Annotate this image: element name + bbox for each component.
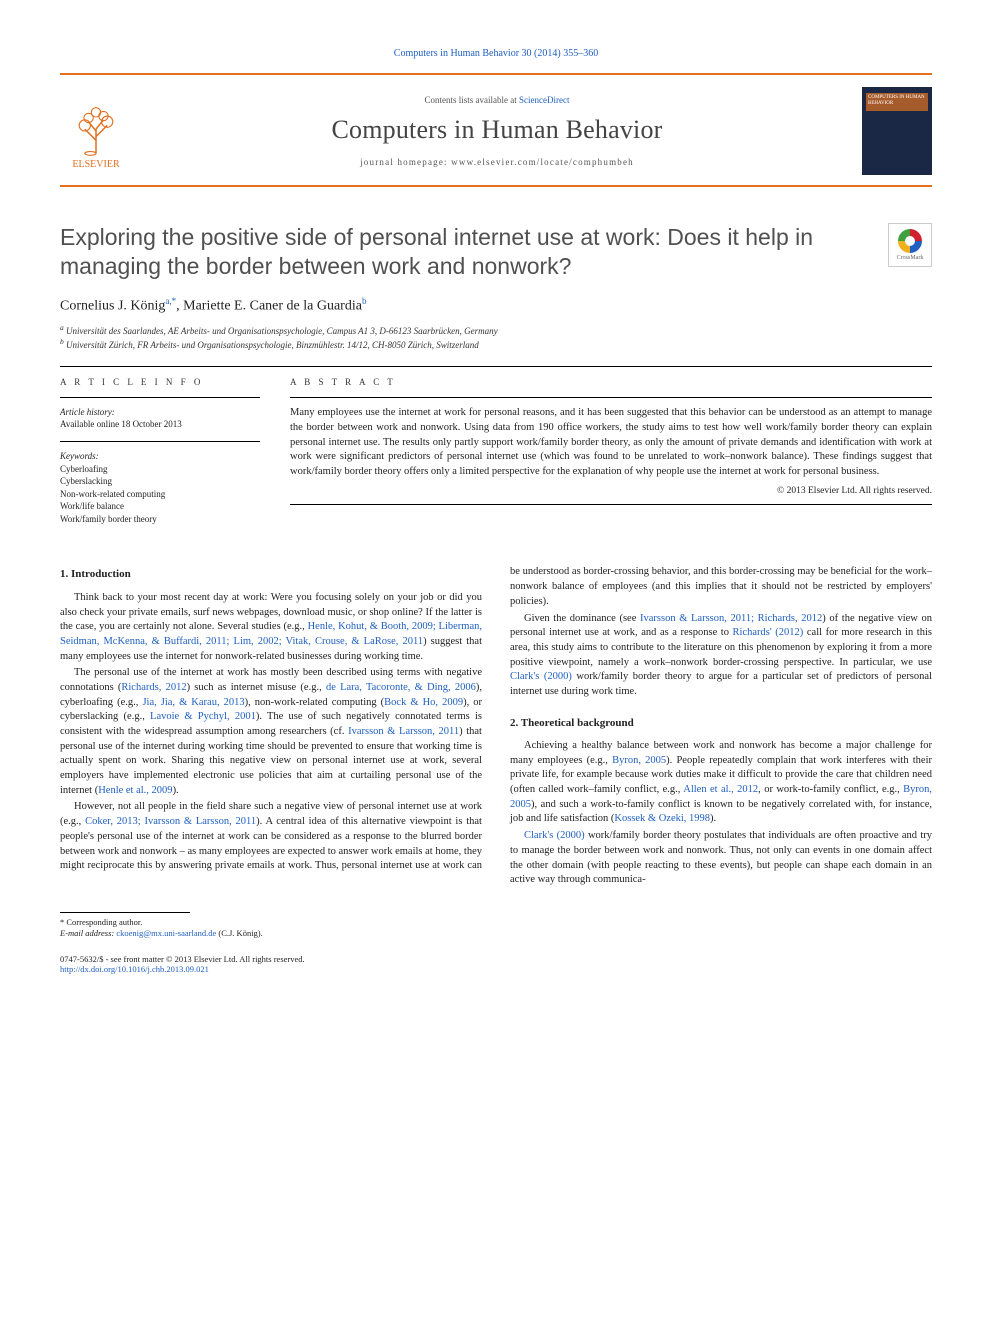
cover-text: COMPUTERS IN HUMAN BEHAVIOR — [868, 95, 932, 106]
crossmark-badge[interactable]: CrossMark — [888, 223, 932, 267]
section-2-heading: 2. Theoretical background — [510, 716, 932, 731]
email-label: E-mail address: — [60, 928, 116, 938]
affiliation-b: Universität Zürich, FR Arbeits- und Orga… — [66, 340, 479, 350]
keywords-header: Keywords: — [60, 450, 260, 463]
crossmark-label: CrossMark — [897, 255, 924, 261]
affiliation-a: Universität des Saarlandes, AE Arbeits- … — [66, 326, 498, 336]
publisher-logo: ELSEVIER — [60, 92, 132, 170]
citation-link[interactable]: Lavoie & Pychyl, 2001 — [150, 711, 256, 722]
divider — [60, 366, 932, 367]
citation-link[interactable]: Jia, Jia, & Karau, 2013 — [142, 697, 244, 708]
author-email-link[interactable]: ckoenig@mx.uni-saarland.de — [116, 928, 216, 938]
section-1-heading: 1. Introduction — [60, 567, 482, 582]
divider — [290, 504, 932, 505]
divider — [60, 397, 260, 398]
article-history: Article history: Available online 18 Oct… — [60, 406, 260, 431]
publisher-name: ELSEVIER — [72, 159, 119, 170]
divider — [290, 397, 932, 398]
author-1[interactable]: Cornelius J. König — [60, 299, 165, 314]
article-body: 1. Introduction Think back to your most … — [60, 565, 932, 887]
issn-copyright: 0747-5632/$ - see front matter © 2013 El… — [60, 954, 305, 964]
author-2[interactable]: Mariette E. Caner de la Guardia — [183, 299, 362, 314]
author-2-sup: b — [362, 296, 367, 306]
citation-link[interactable]: Byron, 2005 — [612, 755, 666, 766]
journal-homepage[interactable]: journal homepage: www.elsevier.com/locat… — [148, 157, 846, 167]
article-info-label: A R T I C L E I N F O — [60, 377, 260, 387]
abstract-label: A B S T R A C T — [290, 377, 932, 387]
keyword: Work/family border theory — [60, 513, 260, 526]
citation-link[interactable]: Richards' (2012) — [733, 627, 804, 638]
page-footer: 0747-5632/$ - see front matter © 2013 El… — [60, 954, 932, 974]
footnote-divider — [60, 912, 190, 913]
history-date: Available online 18 October 2013 — [60, 418, 260, 431]
abstract-copyright: © 2013 Elsevier Ltd. All rights reserved… — [290, 486, 932, 496]
authors: Cornelius J. Königa,*, Mariette E. Caner… — [60, 296, 932, 315]
body-paragraph: Given the dominance (see Ivarsson & Lars… — [510, 612, 932, 700]
keyword: Non-work-related computing — [60, 488, 260, 501]
contents-line: Contents lists available at ScienceDirec… — [148, 95, 846, 105]
citation-link[interactable]: Clark's (2000) — [524, 830, 585, 841]
body-paragraph: Think back to your most recent day at wo… — [60, 591, 482, 664]
abstract-text: Many employees use the internet at work … — [290, 406, 932, 481]
keyword: Work/life balance — [60, 500, 260, 513]
divider — [60, 441, 260, 442]
citation-link[interactable]: Allen et al., 2012 — [683, 784, 758, 795]
citation-link[interactable]: Ivarsson & Larsson, 2011 — [348, 726, 459, 737]
keyword: Cyberloafing — [60, 463, 260, 476]
citation-link[interactable]: de Lara, Tacoronte, & Ding, 2006 — [326, 682, 476, 693]
citation-link[interactable]: Ivarsson & Larsson, 2011; Richards, 2012 — [640, 613, 822, 624]
citation-link[interactable]: Richards, 2012 — [121, 682, 186, 693]
contents-prefix: Contents lists available at — [425, 95, 519, 105]
body-paragraph: Clark's (2000) work/family border theory… — [510, 829, 932, 888]
citation-link[interactable]: Clark's (2000) — [510, 671, 572, 682]
citation-link[interactable]: Bock & Ho, 2009 — [384, 697, 463, 708]
email-tail: (C.J. König). — [216, 928, 263, 938]
journal-cover-thumbnail: COMPUTERS IN HUMAN BEHAVIOR — [862, 87, 932, 175]
crossmark-icon — [898, 229, 922, 253]
sciencedirect-link[interactable]: ScienceDirect — [519, 95, 569, 105]
body-paragraph: Achieving a healthy balance between work… — [510, 739, 932, 827]
keyword: Cyberslacking — [60, 475, 260, 488]
journal-header: ELSEVIER Contents lists available at Sci… — [60, 73, 932, 187]
footnotes: * Corresponding author. E-mail address: … — [60, 917, 932, 940]
doi-link[interactable]: http://dx.doi.org/10.1016/j.chb.2013.09.… — [60, 964, 209, 974]
journal-reference: Computers in Human Behavior 30 (2014) 35… — [60, 48, 932, 59]
elsevier-tree-icon — [68, 103, 124, 159]
journal-name: Computers in Human Behavior — [148, 115, 846, 145]
body-paragraph: The personal use of the internet at work… — [60, 666, 482, 798]
citation-link[interactable]: Kossek & Ozeki, 1998 — [614, 813, 710, 824]
history-header: Article history: — [60, 406, 260, 419]
corresponding-author-note: * Corresponding author. — [60, 917, 932, 928]
author-1-sup: a,* — [165, 296, 176, 306]
keywords-block: Keywords: Cyberloafing Cyberslacking Non… — [60, 450, 260, 526]
citation-link[interactable]: Henle et al., 2009 — [98, 785, 172, 796]
affiliations: a Universität des Saarlandes, AE Arbeits… — [60, 323, 932, 352]
article-title: Exploring the positive side of personal … — [60, 223, 872, 282]
citation-link[interactable]: Coker, 2013; Ivarsson & Larsson, 2011 — [85, 816, 256, 827]
